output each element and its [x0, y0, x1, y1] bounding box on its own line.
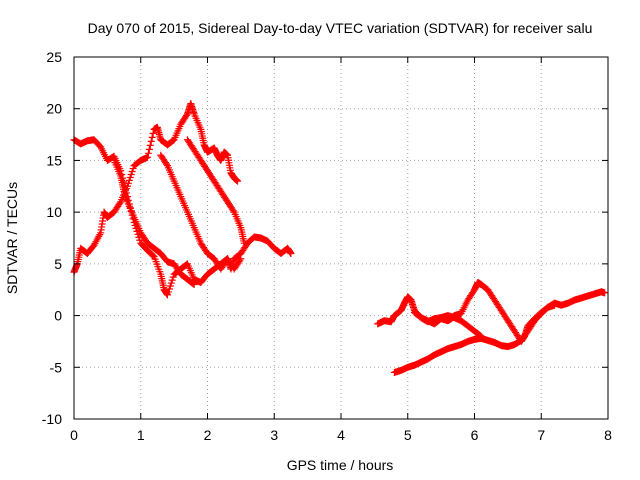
data-point	[476, 332, 484, 340]
x-tick-label: 8	[604, 427, 612, 443]
data-point	[128, 168, 136, 176]
x-tick-label: 2	[204, 427, 212, 443]
y-tick-label: 25	[46, 49, 62, 65]
y-axis-label: SDTVAR / TECUs	[4, 182, 20, 294]
y-tick-label: 20	[46, 101, 62, 117]
data-point	[477, 332, 485, 340]
data-point	[129, 165, 137, 173]
data-point	[149, 129, 157, 137]
data-point	[189, 280, 197, 288]
data-point	[551, 301, 559, 309]
data-point	[127, 170, 135, 178]
series-arc-a	[70, 136, 295, 299]
data-point	[145, 145, 153, 153]
data-point	[601, 289, 609, 297]
chart-title: Day 070 of 2015, Sidereal Day-to-day VTE…	[88, 20, 593, 36]
data-point	[190, 281, 198, 289]
x-tick-label: 1	[137, 427, 145, 443]
series-arc-c	[110, 156, 198, 289]
x-tick-label: 4	[337, 427, 345, 443]
data-point	[234, 177, 242, 185]
series-arc-h	[410, 308, 485, 340]
y-tick-label: -10	[42, 411, 62, 427]
data-point	[164, 288, 172, 296]
grid	[74, 57, 608, 419]
x-axis-label: GPS time / hours	[287, 457, 394, 473]
data-point	[168, 276, 176, 284]
series-arc-e	[183, 136, 248, 247]
x-tick-label: 3	[270, 427, 278, 443]
y-tick-label: -5	[50, 359, 63, 375]
data-marks	[70, 100, 609, 376]
y-tick-label: 5	[54, 256, 62, 272]
series-arc-g	[390, 301, 559, 376]
data-point	[229, 207, 237, 215]
x-tick-label: 0	[70, 427, 78, 443]
y-axis-ticks: -10 -5 0 5 10 15 20 25	[42, 49, 608, 427]
x-axis-ticks: 0 1 2 3 4 5 6 7 8	[70, 57, 612, 443]
data-point	[143, 153, 151, 161]
x-tick-label: 5	[404, 427, 412, 443]
data-point	[126, 173, 134, 181]
data-point	[124, 179, 132, 187]
y-tick-label: 10	[46, 204, 62, 220]
data-point	[116, 199, 124, 207]
data-point	[162, 160, 170, 168]
data-point	[236, 256, 244, 264]
data-point	[123, 182, 131, 190]
data-point	[165, 285, 173, 293]
data-point	[237, 255, 245, 263]
data-point	[287, 250, 295, 258]
data-point	[147, 137, 155, 145]
data-point	[169, 273, 177, 281]
data-point	[146, 141, 154, 149]
data-point	[125, 176, 133, 184]
y-tick-label: 15	[46, 152, 62, 168]
data-point	[166, 282, 174, 290]
data-point	[183, 111, 191, 119]
series-arc-f	[374, 278, 609, 345]
x-tick-label: 7	[537, 427, 545, 443]
x-tick-label: 6	[471, 427, 479, 443]
data-point	[163, 291, 171, 299]
series-arc-d	[157, 151, 245, 273]
data-point	[148, 133, 156, 141]
y-tick-label: 0	[54, 308, 62, 324]
series-arc-b	[70, 100, 242, 276]
data-point	[167, 279, 175, 287]
data-point	[240, 239, 248, 247]
data-point	[144, 149, 152, 157]
